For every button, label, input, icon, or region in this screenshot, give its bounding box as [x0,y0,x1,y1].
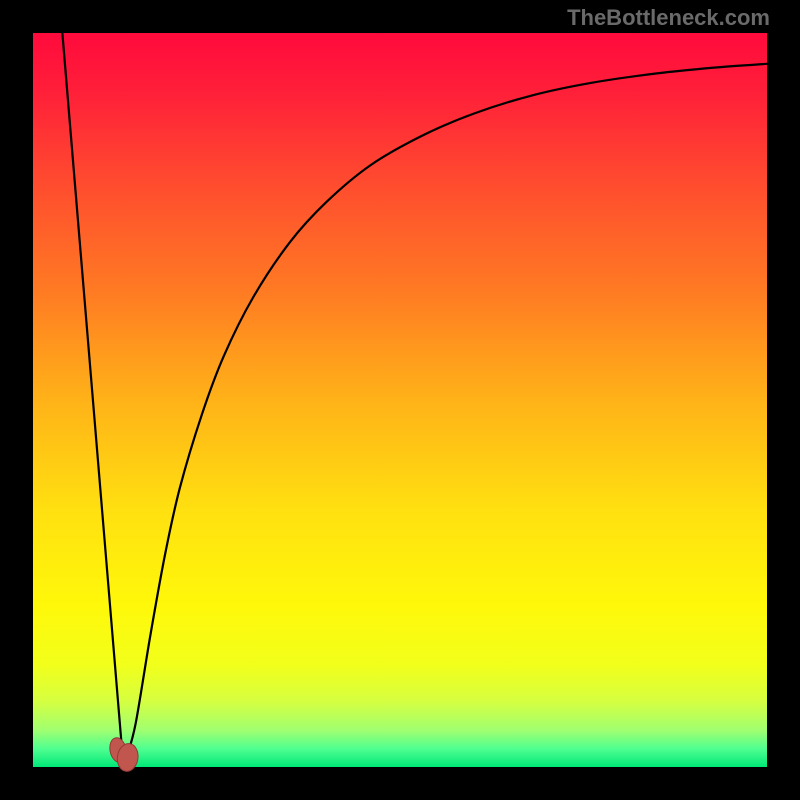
watermark-text: TheBottleneck.com [567,5,770,31]
chart-svg [0,0,800,800]
chart-frame: TheBottleneck.com [0,0,800,800]
plot-background [33,33,767,767]
